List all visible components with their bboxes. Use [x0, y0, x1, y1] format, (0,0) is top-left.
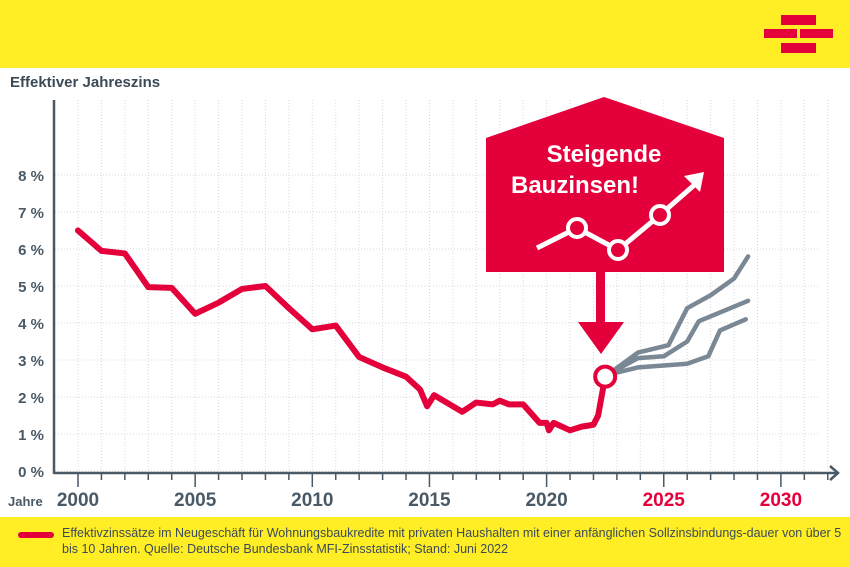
y-tick-label: 3 %: [18, 353, 44, 370]
callout-arrow-shaft: [596, 272, 605, 324]
trend-point-icon: [566, 217, 588, 239]
x-tick-label: 2025: [643, 490, 686, 511]
y-tick-label: 2 %: [18, 390, 44, 407]
header-band: [0, 0, 850, 68]
y-tick-label: 5 %: [18, 279, 44, 296]
trend-arrowhead-icon: [684, 172, 704, 192]
y-tick-label: 7 %: [18, 205, 44, 222]
x-tick-label: 2030: [760, 490, 802, 511]
series-actual: [75, 227, 609, 434]
y-axis-label: Effektiver Jahreszins: [10, 74, 161, 91]
callout-title-line1: Steigende: [547, 141, 662, 168]
y-tick-label: 1 %: [18, 427, 44, 444]
trend-point-icon: [649, 204, 671, 226]
x-tick-label: 2010: [291, 490, 333, 511]
series-projection-low: [605, 317, 749, 378]
legend-text: Effektivzinssätze im Neugeschäft für Woh…: [62, 526, 842, 556]
current-point-marker: [593, 364, 618, 389]
callout-title-line2: Bauzinsen!: [511, 172, 639, 199]
x-tick-label: 2000: [57, 490, 99, 511]
y-tick-label: 8 %: [18, 168, 44, 185]
x-tick-label: 2020: [525, 490, 567, 511]
x-axis-label: Jahre: [8, 494, 43, 509]
x-axis-arrow: [829, 465, 840, 481]
series-projection-high: [605, 254, 751, 378]
brick-logo-icon: [764, 15, 833, 53]
y-tick-label: 6 %: [18, 242, 44, 259]
callout-house: [486, 97, 724, 272]
callout-arrow-head: [578, 322, 624, 354]
legend-swatch: [18, 532, 54, 538]
x-tick-label: 2015: [408, 490, 451, 511]
trend-point-icon: [607, 239, 629, 261]
legend-band: [0, 517, 850, 567]
x-tick-label: 2005: [174, 490, 217, 511]
series-projection-mid: [605, 298, 751, 378]
y-tick-label: 0 %: [18, 464, 44, 481]
y-tick-label: 4 %: [18, 316, 44, 333]
